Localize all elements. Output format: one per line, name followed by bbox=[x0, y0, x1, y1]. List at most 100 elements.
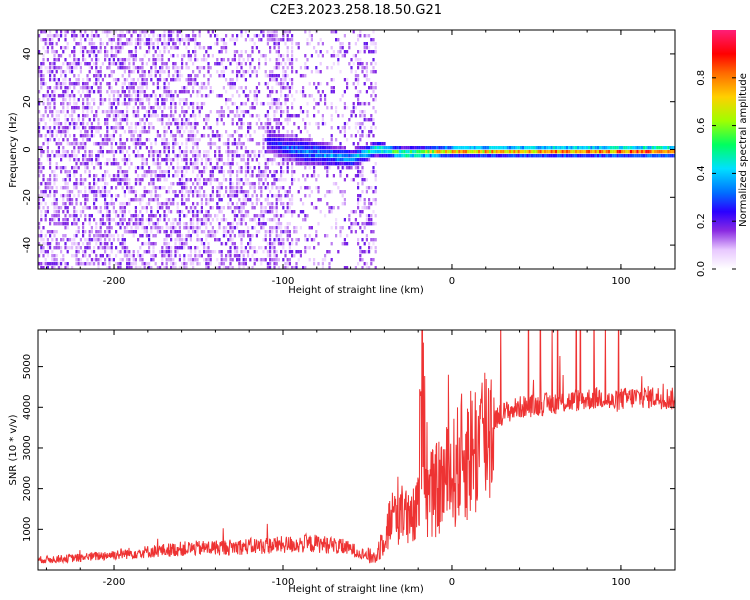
spectrogram-cell bbox=[396, 146, 399, 150]
spectrogram-cell bbox=[229, 254, 232, 258]
spectrogram-cell bbox=[137, 142, 140, 146]
spectrogram-cell bbox=[130, 38, 133, 42]
spectrogram-cell bbox=[284, 262, 287, 266]
spectrogram-cell bbox=[233, 254, 236, 258]
spectrogram-cell bbox=[115, 254, 118, 258]
spectrogram-cell bbox=[255, 74, 258, 78]
spectrogram-cell bbox=[53, 126, 56, 130]
spectrogram-cell bbox=[207, 154, 210, 158]
spectrogram-cell bbox=[150, 122, 153, 126]
spectrogram-cell bbox=[93, 262, 96, 266]
spectrogram-cell bbox=[233, 142, 236, 146]
spectrogram-cell bbox=[302, 174, 305, 178]
spectrogram-cell bbox=[211, 194, 214, 198]
spectrogram-cell bbox=[231, 238, 234, 242]
spectrogram-cell bbox=[187, 178, 190, 182]
spectrogram-cell bbox=[315, 158, 318, 162]
spectrogram-cell bbox=[73, 182, 76, 186]
spectrogram-cell bbox=[618, 146, 621, 150]
spectrogram-cell bbox=[161, 226, 164, 230]
spectrogram-cell bbox=[119, 258, 122, 262]
spectrogram-cell bbox=[649, 154, 652, 158]
spectrogram-cell bbox=[165, 90, 168, 94]
spectrogram-cell bbox=[97, 70, 100, 74]
spectrogram-cell bbox=[185, 234, 188, 238]
spectrogram-cell bbox=[167, 246, 170, 250]
spectrogram-cell bbox=[339, 154, 342, 158]
spectrogram-cell bbox=[343, 150, 346, 154]
spectrogram-cell bbox=[152, 82, 155, 86]
spectrogram-cell bbox=[302, 210, 305, 214]
spectrogram-cell bbox=[110, 250, 113, 254]
spectrogram-cell bbox=[192, 62, 195, 66]
spectrogram-cell bbox=[64, 90, 67, 94]
spectrogram-cell bbox=[196, 122, 199, 126]
spectrogram-cell bbox=[143, 78, 146, 82]
spectrogram-cell bbox=[205, 150, 208, 154]
spectrogram-cell bbox=[130, 162, 133, 166]
spectrogram-cell bbox=[99, 42, 102, 46]
spectrogram-cell bbox=[106, 130, 109, 134]
spectrogram-cell bbox=[266, 82, 269, 86]
spectrogram-cell bbox=[40, 190, 43, 194]
spectrogram-cell bbox=[236, 186, 239, 190]
spectrogram-cell bbox=[178, 166, 181, 170]
spectrogram-cell bbox=[51, 94, 54, 98]
spectrogram-cell bbox=[49, 234, 52, 238]
spectrogram-cell bbox=[227, 202, 230, 206]
spectrogram-cell bbox=[365, 42, 368, 46]
spectrogram-cell bbox=[264, 62, 267, 66]
colorbar-gradient bbox=[712, 30, 736, 269]
spectrogram-cell bbox=[225, 34, 228, 38]
spectrogram-cell bbox=[104, 234, 107, 238]
spectrogram-cell bbox=[500, 150, 503, 154]
spectrogram-cell bbox=[251, 266, 254, 269]
spectrogram-cell bbox=[216, 110, 219, 114]
spectrogram-cell bbox=[308, 186, 311, 190]
spectrogram-cell bbox=[229, 230, 232, 234]
spectrogram-cell bbox=[269, 74, 272, 78]
spectrogram-cell bbox=[99, 238, 102, 242]
spectrogram-cell bbox=[238, 118, 241, 122]
spectrogram-cell bbox=[225, 50, 228, 54]
spectrogram-cell bbox=[178, 122, 181, 126]
spectrogram-x-ticks: -200 -100 0 100 bbox=[45, 30, 656, 287]
spectrogram-cell bbox=[44, 186, 47, 190]
spectrogram-cell bbox=[277, 66, 280, 70]
spectrogram-cell bbox=[66, 154, 69, 158]
spectrogram-cell bbox=[148, 122, 151, 126]
spectrogram-cell bbox=[216, 186, 219, 190]
spectrogram-cell bbox=[218, 194, 221, 198]
spectrogram-cell bbox=[214, 34, 217, 38]
spectrogram-cell bbox=[563, 146, 566, 150]
spectrogram-cell bbox=[150, 150, 153, 154]
spectrogram-cell bbox=[172, 46, 175, 50]
spectrogram-cell bbox=[275, 122, 278, 126]
spectrogram-cell bbox=[192, 226, 195, 230]
spectrogram-cell bbox=[225, 218, 228, 222]
spectrogram-cell bbox=[117, 66, 120, 70]
spectrogram-cell bbox=[266, 146, 269, 150]
spectrogram-cell bbox=[192, 34, 195, 38]
spectrogram-cell bbox=[123, 214, 126, 218]
spectrogram-cell bbox=[238, 154, 241, 158]
spectrogram-cell bbox=[110, 70, 113, 74]
spectrogram-cell bbox=[156, 118, 159, 122]
spectrogram-cell bbox=[244, 70, 247, 74]
spectrogram-cell bbox=[49, 94, 52, 98]
spectrogram-cell bbox=[370, 202, 373, 206]
spectrogram-cell bbox=[240, 262, 243, 266]
spectrogram-cell bbox=[273, 118, 276, 122]
spectrogram-cell bbox=[38, 118, 41, 122]
spectrogram-cell bbox=[51, 38, 54, 42]
spectrogram-cell bbox=[161, 42, 164, 46]
spectrogram-cell bbox=[44, 82, 47, 86]
spectrogram-cell bbox=[189, 158, 192, 162]
spectrogram-cell bbox=[66, 186, 69, 190]
spectrogram-cell bbox=[126, 158, 129, 162]
spectrogram-cell bbox=[132, 214, 135, 218]
spectrogram-cell bbox=[302, 74, 305, 78]
spectrogram-cell bbox=[233, 190, 236, 194]
spectrogram-cell bbox=[214, 230, 217, 234]
spectrogram-cell bbox=[148, 130, 151, 134]
